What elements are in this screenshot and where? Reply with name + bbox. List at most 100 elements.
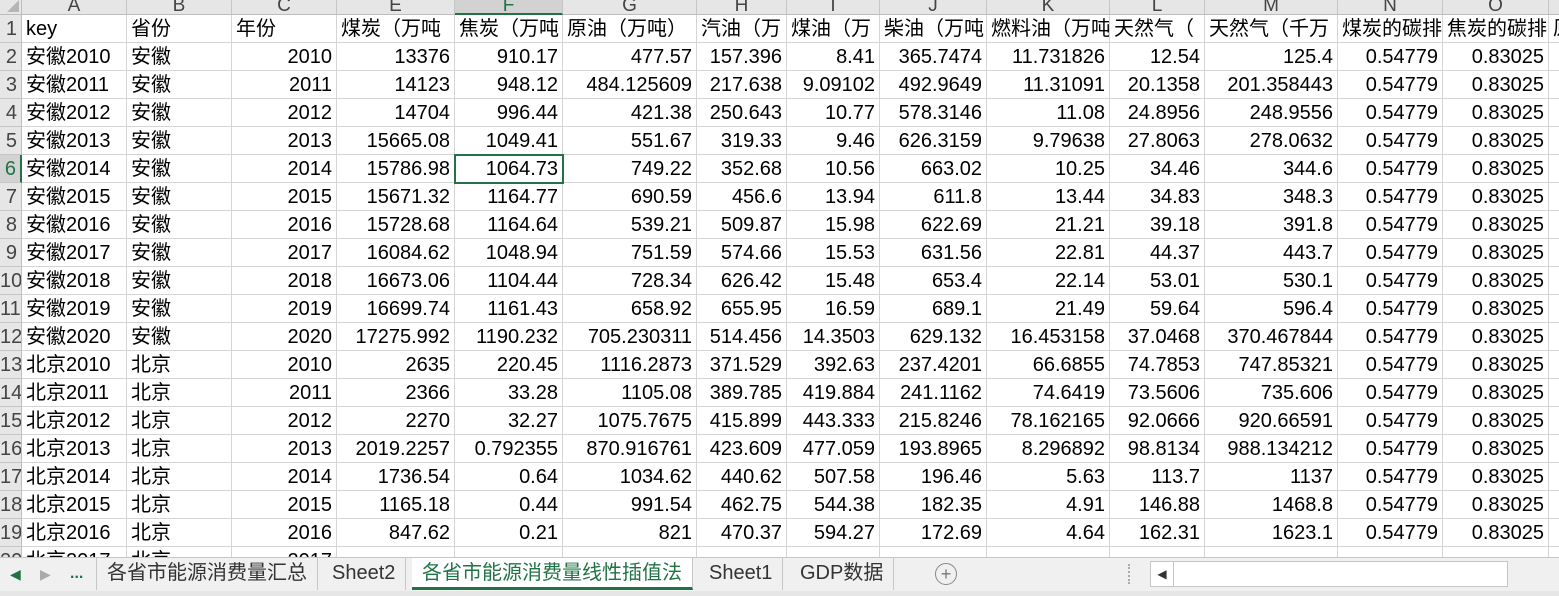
table-cell[interactable]: 574.66	[697, 239, 787, 267]
table-cell[interactable]: 391.8	[1205, 211, 1338, 239]
table-cell[interactable]: 0.83025	[1443, 491, 1549, 519]
column-header-a[interactable]: A	[22, 0, 127, 15]
table-cell[interactable]: 196.46	[880, 463, 987, 491]
table-cell[interactable]: 安徽2010	[22, 43, 127, 71]
table-cell[interactable]: 22.14	[987, 267, 1110, 295]
table-cell[interactable]: 33.28	[455, 379, 563, 407]
table-cell[interactable]: 10.25	[987, 155, 1110, 183]
table-cell[interactable]: 578.3146	[880, 99, 987, 127]
table-cell[interactable]: 0.54779	[1338, 155, 1443, 183]
table-cell[interactable]: 0.54779	[1338, 71, 1443, 99]
table-cell[interactable]: 4.91	[987, 491, 1110, 519]
table-cell[interactable]: 539.21	[563, 211, 697, 239]
table-cell[interactable]	[697, 547, 787, 557]
row-header-3[interactable]: 3	[0, 71, 22, 99]
table-cell[interactable]: 172.69	[880, 519, 987, 547]
table-cell[interactable]: 215.8246	[880, 407, 987, 435]
table-cell[interactable]: 北京	[127, 519, 232, 547]
table-cell[interactable]: 44.37	[1110, 239, 1205, 267]
table-cell[interactable]: 14.3503	[787, 323, 880, 351]
table-cell[interactable]: 0.83025	[1443, 183, 1549, 211]
table-cell[interactable]: 0.54779	[1338, 267, 1443, 295]
table-cell[interactable]: 847.62	[337, 519, 455, 547]
table-cell[interactable]: 20.1358	[1110, 71, 1205, 99]
table-cell[interactable]: 2019	[232, 295, 337, 323]
table-cell[interactable]: 530.1	[1205, 267, 1338, 295]
table-cell[interactable]: 2016	[232, 211, 337, 239]
row-header-17[interactable]: 17	[0, 463, 22, 491]
table-cell[interactable]: 9.09102	[787, 71, 880, 99]
table-cell[interactable]: 0.54779	[1338, 323, 1443, 351]
table-cell[interactable]: 2011	[232, 71, 337, 99]
table-cell[interactable]: 0.83025	[1443, 435, 1549, 463]
table-cell[interactable]: 440.62	[697, 463, 787, 491]
table-cell[interactable]	[1549, 295, 1559, 323]
table-cell[interactable]: 631.56	[880, 239, 987, 267]
table-cell[interactable]: 278.0632	[1205, 127, 1338, 155]
table-cell[interactable]: 594.27	[787, 519, 880, 547]
row-header-16[interactable]: 16	[0, 435, 22, 463]
table-cell[interactable]	[1110, 547, 1205, 557]
table-cell[interactable]: 0.54779	[1338, 127, 1443, 155]
column-title-cell[interactable]: 煤炭的碳排	[1338, 15, 1443, 43]
table-cell[interactable]: 0.83025	[1443, 407, 1549, 435]
table-cell[interactable]: 北京2015	[22, 491, 127, 519]
table-cell[interactable]: 0.54779	[1338, 183, 1443, 211]
table-cell[interactable]: 安徽2014	[22, 155, 127, 183]
table-cell[interactable]: 509.87	[697, 211, 787, 239]
table-cell[interactable]: 2010	[232, 351, 337, 379]
table-cell[interactable]: 477.059	[787, 435, 880, 463]
table-cell[interactable]: 北京2016	[22, 519, 127, 547]
select-all-corner[interactable]	[0, 0, 22, 15]
table-cell[interactable]: 0.83025	[1443, 43, 1549, 71]
table-cell[interactable]: 0.83025	[1443, 295, 1549, 323]
tab-linear-interpolation[interactable]: 各省市能源消费量线性插值法	[412, 558, 693, 590]
table-cell[interactable]: 689.1	[880, 295, 987, 323]
table-cell[interactable]: 146.88	[1110, 491, 1205, 519]
table-cell[interactable]: 1164.77	[455, 183, 563, 211]
table-cell[interactable]: 220.45	[455, 351, 563, 379]
table-cell[interactable]	[1549, 267, 1559, 295]
table-cell[interactable]: 5.63	[987, 463, 1110, 491]
table-cell[interactable]: 1034.62	[563, 463, 697, 491]
table-cell[interactable]: 92.0666	[1110, 407, 1205, 435]
table-cell[interactable]: 10.77	[787, 99, 880, 127]
table-cell[interactable]: 735.606	[1205, 379, 1338, 407]
table-cell[interactable]	[563, 547, 697, 557]
table-cell[interactable]: 12.54	[1110, 43, 1205, 71]
column-header-k[interactable]: K	[987, 0, 1110, 15]
table-cell[interactable]: 北京2012	[22, 407, 127, 435]
table-cell[interactable]	[1549, 239, 1559, 267]
column-title-cell[interactable]: 柴油（万吨	[880, 15, 987, 43]
table-cell[interactable]: 27.8063	[1110, 127, 1205, 155]
table-cell[interactable]: 0.54779	[1338, 211, 1443, 239]
table-cell[interactable]: 安徽2016	[22, 211, 127, 239]
row-header-13[interactable]: 13	[0, 351, 22, 379]
table-cell[interactable]: 201.358443	[1205, 71, 1338, 99]
table-cell[interactable]: 8.41	[787, 43, 880, 71]
table-cell[interactable]	[1443, 547, 1549, 557]
table-cell[interactable]	[1549, 547, 1559, 557]
table-cell[interactable]: 2020	[232, 323, 337, 351]
column-title-cell[interactable]: 汽油（万	[697, 15, 787, 43]
column-title-cell[interactable]: 焦炭（万吨	[455, 15, 563, 43]
row-header-8[interactable]: 8	[0, 211, 22, 239]
table-cell[interactable]: 0.54779	[1338, 463, 1443, 491]
table-cell[interactable]: 2010	[232, 43, 337, 71]
table-cell[interactable]: 2635	[337, 351, 455, 379]
table-cell[interactable]: 15.48	[787, 267, 880, 295]
table-cell[interactable]: 596.4	[1205, 295, 1338, 323]
table-cell[interactable]: 16699.74	[337, 295, 455, 323]
table-cell[interactable]: 安徽2013	[22, 127, 127, 155]
row-header-1[interactable]: 1	[0, 15, 22, 43]
table-cell[interactable]: 0.83025	[1443, 239, 1549, 267]
table-cell[interactable]: 0.83025	[1443, 463, 1549, 491]
table-cell[interactable]: 34.83	[1110, 183, 1205, 211]
table-cell[interactable]: 8.296892	[987, 435, 1110, 463]
table-cell[interactable]: 安徽2018	[22, 267, 127, 295]
table-cell[interactable]: 0.83025	[1443, 127, 1549, 155]
table-cell[interactable]	[1549, 519, 1559, 547]
table-cell[interactable]: 0.44	[455, 491, 563, 519]
row-header-19[interactable]: 19	[0, 519, 22, 547]
table-cell[interactable]: 66.6855	[987, 351, 1110, 379]
